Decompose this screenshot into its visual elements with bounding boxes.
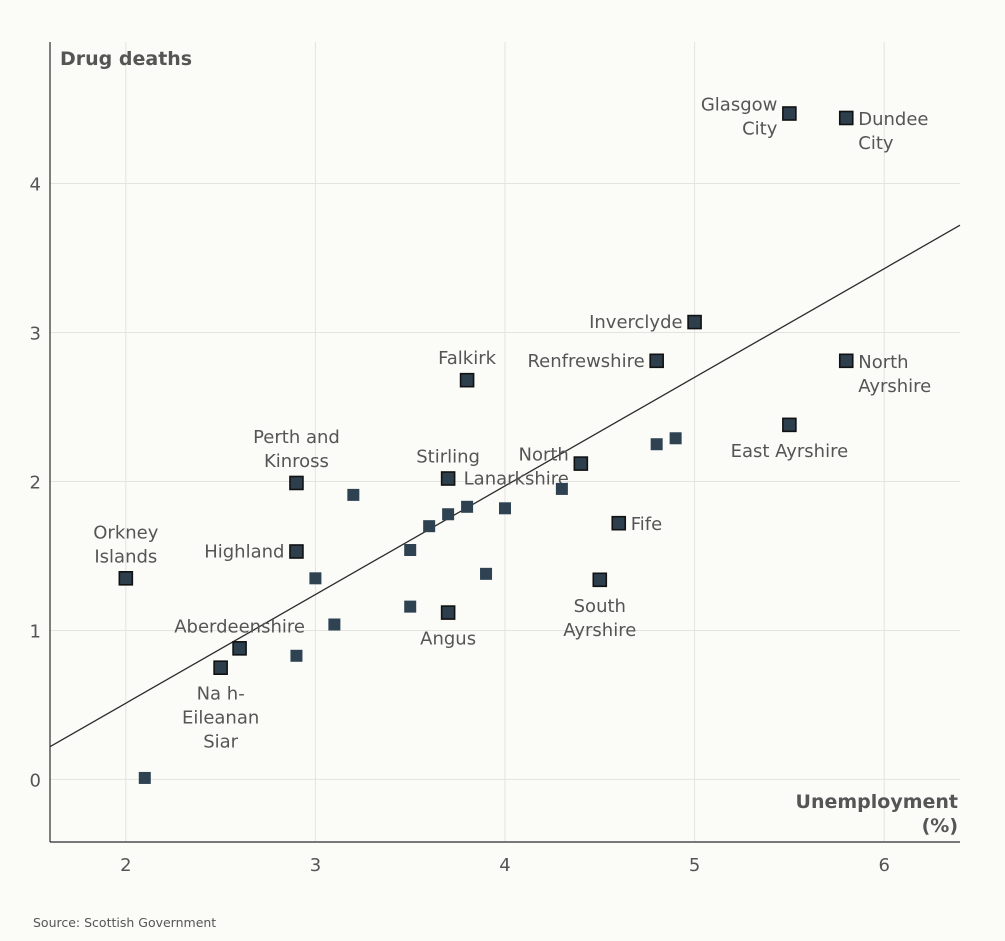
data-point-marker	[289, 475, 304, 491]
data-point-label: Glasgow	[701, 95, 778, 116]
data-point-marker	[782, 106, 797, 121]
trend-line	[49, 224, 961, 748]
data-point-marker	[499, 502, 511, 515]
data-point-marker	[118, 571, 134, 586]
data-point-label: Renfrewshire	[527, 351, 644, 372]
data-point-label: Ayrshire	[858, 376, 931, 397]
data-point-marker	[328, 618, 341, 631]
data-point-label: North	[518, 445, 568, 466]
data-point-label: Falkirk	[438, 348, 497, 369]
y-tick-label: 3	[30, 324, 41, 345]
data-point-label: Highland	[204, 541, 284, 562]
data-point-marker	[440, 471, 456, 486]
data-point-label: Fife	[631, 514, 662, 535]
data-point-marker	[232, 641, 247, 656]
x-tick-label: 2	[120, 855, 131, 876]
y-tick-label: 4	[30, 175, 41, 196]
y-tick-label: 0	[30, 770, 41, 791]
data-point-marker	[838, 353, 854, 369]
data-point-label: Inverclyde	[589, 312, 683, 333]
data-point-marker	[650, 438, 663, 451]
data-point-label: Dundee	[858, 109, 928, 130]
data-point-label: Aberdeenshire	[174, 616, 305, 637]
data-point-marker	[649, 353, 664, 369]
data-point-marker	[213, 660, 228, 675]
data-point-marker	[404, 544, 417, 557]
source-note: Source: Scottish Government	[33, 915, 216, 930]
data-point-marker	[480, 567, 493, 580]
data-point-label: Kinross	[264, 451, 329, 472]
x-tick-label: 3	[310, 855, 321, 876]
data-point-marker	[592, 572, 608, 588]
data-point-label: South	[574, 596, 626, 617]
data-point-label: Siar	[203, 732, 238, 753]
data-point-marker	[290, 649, 303, 662]
data-point-label: Ayrshire	[563, 620, 636, 641]
y-tick-label: 1	[30, 621, 41, 642]
y-tick-label: 2	[30, 472, 41, 493]
y-axis-title: Drug deaths	[60, 48, 192, 70]
data-point-marker	[309, 572, 322, 585]
data-point-marker	[404, 600, 417, 613]
data-point-label: Eileanan	[182, 708, 259, 729]
data-point-marker	[838, 110, 854, 126]
data-point-label: Angus	[420, 629, 476, 650]
data-point-marker	[423, 520, 436, 533]
data-point-label: City	[742, 119, 778, 140]
data-point-label: Stirling	[416, 446, 480, 467]
data-point-marker	[555, 482, 568, 495]
data-point-label: City	[858, 133, 894, 154]
x-tick-label: 4	[499, 855, 510, 876]
data-point-marker	[687, 314, 702, 330]
data-point-marker	[440, 605, 456, 620]
data-point-label: Lanarkshire	[464, 469, 569, 490]
data-point-marker	[611, 515, 627, 531]
data-point-label: Islands	[94, 546, 157, 567]
data-point-marker	[669, 432, 682, 445]
data-point-label: East Ayrshire	[731, 441, 849, 462]
data-point-marker	[573, 456, 589, 471]
x-tick-label: 6	[878, 855, 889, 876]
data-point-marker	[138, 771, 151, 784]
data-point-label: North	[858, 352, 908, 373]
data-point-label: Orkney	[93, 522, 158, 543]
data-point-marker	[461, 500, 474, 513]
data-point-marker	[459, 372, 475, 388]
x-tick-label: 5	[689, 855, 700, 876]
data-point-label: Na h-	[197, 684, 245, 705]
x-axis-title: Unemployment	[796, 791, 958, 813]
data-point-marker	[442, 508, 455, 521]
data-point-marker	[289, 544, 304, 559]
data-point-marker	[347, 488, 360, 501]
x-axis-title: (%)	[922, 815, 958, 837]
data-point-label: Perth and	[253, 427, 340, 448]
data-point-marker	[782, 417, 797, 433]
